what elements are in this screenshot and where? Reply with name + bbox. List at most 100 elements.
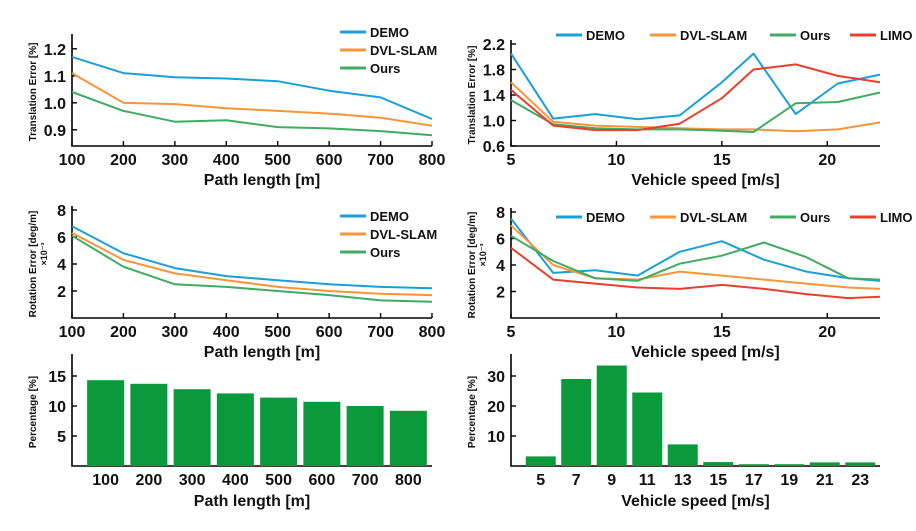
legend-label: Ours — [800, 28, 830, 43]
y-axis-label: Percentage [%] — [28, 376, 39, 448]
chart-translation-vs-speed: 0.6 1.0 1.4 1.8 2.2 Translation Error [%] 5 10 1… — [467, 28, 913, 189]
series-line-demo — [71, 55, 433, 120]
x-tick-label: 200 — [110, 152, 137, 169]
x-tick-label: 400 — [213, 324, 240, 341]
x-tick-label: 400 — [213, 152, 240, 169]
x-tick-label: 100 — [59, 324, 86, 341]
x-tick-label: 5 — [536, 472, 545, 489]
y-tick-label: 0.6 — [483, 139, 505, 156]
legend: DEMO DVL-SLAM Ours LIMO — [556, 210, 913, 225]
y-tick-label: 6 — [496, 232, 505, 249]
legend-label: DEMO — [370, 209, 409, 224]
y-tick-label: 1.1 — [44, 69, 66, 86]
series-line-dvl-slam — [510, 224, 881, 290]
y-tick-label: 4 — [57, 257, 66, 274]
y-tick-label: 5 — [57, 429, 66, 446]
legend-label: Ours — [800, 210, 830, 225]
bar — [173, 389, 211, 466]
x-tick-label: 23 — [851, 472, 869, 489]
bar — [561, 379, 592, 466]
x-tick-label: 300 — [162, 152, 189, 169]
series-line-limo — [510, 63, 881, 132]
x-tick-label: 5 — [507, 324, 516, 341]
bar — [130, 383, 168, 466]
bar — [632, 392, 663, 466]
legend-label: Ours — [370, 245, 400, 260]
x-tick-label: 500 — [265, 472, 292, 489]
x-tick-label: 300 — [162, 324, 189, 341]
chart-percentage-vs-path: 5 10 15 Percentage [%] 100 200 300 400 500 600 700… — [28, 354, 432, 510]
y-tick-label: 2 — [496, 285, 505, 302]
series-line-dvl-slam — [510, 81, 881, 133]
legend-label: DVL-SLAM — [680, 210, 747, 225]
x-tick-label: 600 — [309, 472, 336, 489]
series-line-demo — [71, 225, 433, 290]
y-tick-label: 6 — [57, 230, 66, 247]
series-line-limo — [510, 247, 881, 300]
x-tick-label: 15 — [713, 324, 731, 341]
x-tick-label: 600 — [316, 152, 343, 169]
x-axis-label: Path length [m] — [204, 344, 320, 361]
y-tick-label: 1.8 — [483, 63, 505, 80]
x-axis-label: Vehicle speed [m/s] — [631, 172, 780, 189]
y-axis-label: Rotation Error [deg/m] — [28, 211, 39, 318]
bar — [667, 444, 698, 466]
legend-label: DEMO — [586, 28, 625, 43]
bar — [216, 393, 254, 466]
x-tick-label: 200 — [136, 472, 163, 489]
y-tick-label: 15 — [48, 369, 66, 386]
x-tick-label: 700 — [367, 324, 394, 341]
x-tick-label: 100 — [59, 152, 86, 169]
chart-percentage-vs-speed: 10 20 30 Percentage [%] 5 7 9 11 13 15 17 19 21 23 Veh… — [467, 354, 880, 510]
y-axis-label: Translation Error [%] — [467, 46, 478, 145]
y-tick-label: 2 — [57, 284, 66, 301]
bar — [303, 401, 341, 466]
x-tick-label: 800 — [419, 324, 446, 341]
x-tick-label: 500 — [264, 152, 291, 169]
x-tick-label: 21 — [816, 472, 834, 489]
x-tick-label: 20 — [818, 324, 836, 341]
bar — [738, 464, 769, 466]
bar — [346, 406, 384, 466]
y-tick-label: 30 — [487, 369, 505, 386]
x-tick-label: 10 — [608, 324, 626, 341]
y-axis-label: Percentage [%] — [467, 376, 478, 448]
x-tick-label: 13 — [674, 472, 692, 489]
x-tick-label: 15 — [713, 152, 731, 169]
chart-translation-vs-path: 0.9 1.0 1.1 1.2 Translation Error [%] 100 200 3… — [28, 25, 445, 189]
x-axis-label: Path length [m] — [204, 172, 320, 189]
legend-label: DEMO — [370, 25, 409, 40]
x-tick-label: 100 — [92, 472, 119, 489]
y-tick-label: 10 — [48, 399, 66, 416]
x-tick-label: 11 — [639, 472, 656, 489]
y-tick-label: 10 — [487, 429, 505, 446]
series-line-ours — [71, 91, 433, 137]
y-tick-label: 0.9 — [44, 123, 66, 140]
legend-label: DVL-SLAM — [370, 43, 437, 58]
legend-label: Ours — [370, 61, 400, 76]
x-tick-label: 19 — [780, 472, 798, 489]
x-tick-label: 17 — [745, 472, 763, 489]
x-axis-label: Vehicle speed [m/s] — [621, 493, 770, 510]
bar — [774, 464, 805, 466]
bar — [809, 462, 840, 466]
y-tick-label: 1.2 — [44, 42, 66, 59]
y-tick-label: 1.0 — [483, 114, 505, 131]
x-tick-label: 5 — [507, 152, 516, 169]
x-tick-label: 200 — [110, 324, 137, 341]
x-tick-label: 9 — [607, 472, 616, 489]
x-tick-label: 15 — [709, 472, 727, 489]
y-tick-label: 1.0 — [44, 96, 66, 113]
x-axis-label: Vehicle speed [m/s] — [631, 344, 780, 361]
bar — [260, 397, 298, 466]
series-line-demo — [510, 52, 881, 121]
y-axis-label: Translation Error [%] — [28, 43, 39, 142]
legend: DEMO DVL-SLAM Ours — [340, 25, 437, 76]
legend-label: DEMO — [586, 210, 625, 225]
bar — [596, 365, 627, 466]
x-tick-label: 800 — [395, 472, 422, 489]
x-tick-label: 300 — [179, 472, 206, 489]
x-tick-label: 10 — [608, 152, 626, 169]
x-axis-label: Path length [m] — [194, 493, 310, 510]
legend-label: LIMO — [880, 28, 913, 43]
